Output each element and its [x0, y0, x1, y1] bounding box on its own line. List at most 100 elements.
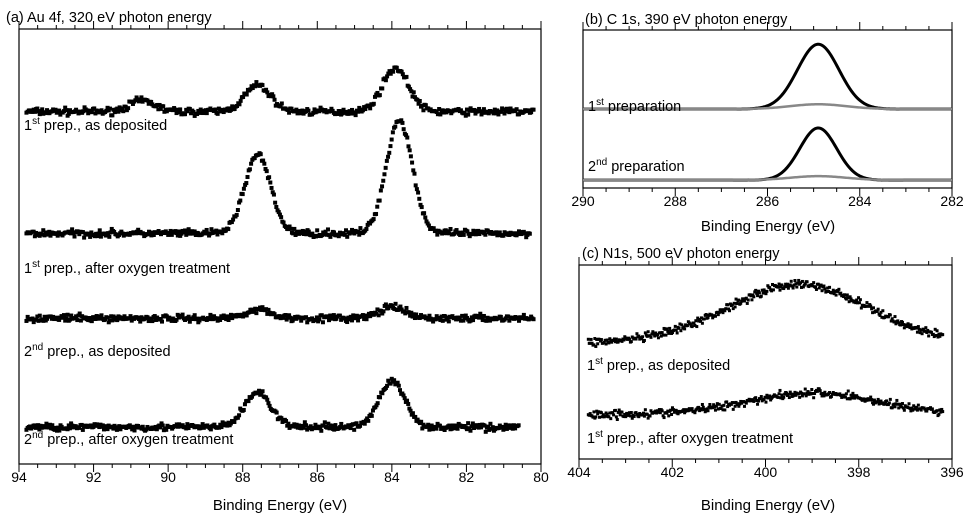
data-point: [345, 320, 350, 325]
data-point: [661, 333, 665, 337]
data-point: [313, 318, 318, 323]
data-point: [642, 338, 646, 342]
data-point: [158, 317, 163, 322]
data-point: [160, 423, 165, 428]
data-point: [714, 404, 718, 408]
data-point: [130, 101, 135, 106]
data-point: [831, 288, 835, 292]
data-point: [50, 423, 55, 428]
data-point: [682, 408, 686, 412]
data-point: [939, 410, 943, 414]
data-point: [82, 105, 87, 110]
data-point: [293, 232, 298, 237]
data-point: [788, 283, 792, 287]
data-point: [524, 235, 529, 240]
data-point: [746, 399, 750, 403]
data-point: [649, 409, 653, 413]
data-point: [906, 322, 910, 326]
data-point: [667, 414, 671, 418]
data-point: [411, 312, 416, 317]
data-point: [258, 305, 263, 310]
data-point: [225, 423, 230, 428]
data-point: [228, 107, 233, 112]
data-point: [220, 107, 225, 112]
data-point: [817, 387, 821, 391]
data-point: [99, 313, 104, 318]
data-point: [199, 424, 204, 429]
data-point: [339, 421, 344, 426]
data-point: [789, 392, 793, 396]
data-point: [497, 423, 502, 428]
data-point: [178, 107, 183, 112]
data-point: [792, 392, 796, 396]
data-point: [841, 395, 845, 399]
data-point: [220, 231, 225, 236]
data-point: [479, 425, 484, 430]
data-point: [261, 158, 266, 163]
data-point: [417, 315, 422, 320]
data-point: [369, 413, 374, 418]
data-point: [258, 392, 263, 397]
data-point: [345, 234, 350, 239]
data-point: [264, 307, 269, 312]
data-point: [178, 233, 183, 238]
data-point: [690, 325, 694, 329]
data-point: [198, 107, 203, 112]
data-point: [888, 313, 892, 317]
data-point: [590, 341, 594, 345]
data-point: [184, 232, 189, 237]
data-point: [613, 340, 617, 344]
data-point: [317, 317, 322, 322]
data-point: [169, 232, 174, 237]
data-point: [909, 409, 913, 413]
data-point: [742, 297, 746, 301]
data-point: [752, 399, 756, 403]
data-point: [719, 308, 723, 312]
data-point: [915, 408, 919, 412]
data-point: [392, 378, 397, 383]
data-point: [226, 106, 231, 111]
data-point: [765, 393, 769, 397]
data-point: [354, 421, 359, 426]
data-point: [385, 74, 390, 79]
tick-label: 286: [756, 193, 780, 209]
data-point: [466, 231, 471, 236]
data-point: [328, 313, 333, 318]
data-point: [916, 325, 920, 329]
tick-label: 400: [754, 464, 778, 480]
series-annotation: 2nd prep., after oxygen treatment: [24, 430, 233, 448]
data-point: [109, 314, 114, 319]
data-point: [288, 315, 293, 320]
data-point: [386, 154, 391, 159]
data-point: [507, 425, 512, 430]
data-point: [487, 318, 492, 323]
data-point: [405, 398, 410, 403]
data-point: [387, 69, 392, 74]
data-point: [108, 230, 113, 235]
data-point: [663, 327, 667, 331]
data-point: [419, 419, 424, 424]
data-point: [472, 229, 477, 234]
data-point: [214, 316, 219, 321]
data-point: [214, 228, 219, 233]
data-point: [670, 412, 674, 416]
data-point: [845, 397, 849, 401]
data-point: [653, 334, 657, 338]
data-point: [704, 313, 708, 317]
data-point: [462, 316, 467, 321]
data-point: [913, 407, 917, 411]
data-point: [92, 234, 97, 239]
data-point: [531, 107, 536, 112]
data-point: [698, 409, 702, 413]
data-point: [595, 409, 599, 413]
data-point: [301, 231, 306, 236]
data-point: [414, 312, 419, 317]
data-point: [800, 279, 804, 283]
data-point: [899, 323, 903, 327]
data-point: [77, 232, 82, 237]
data-point: [607, 341, 611, 345]
data-point: [346, 111, 351, 116]
data-point: [737, 404, 741, 408]
data-point: [368, 106, 373, 111]
data-point: [699, 316, 703, 320]
